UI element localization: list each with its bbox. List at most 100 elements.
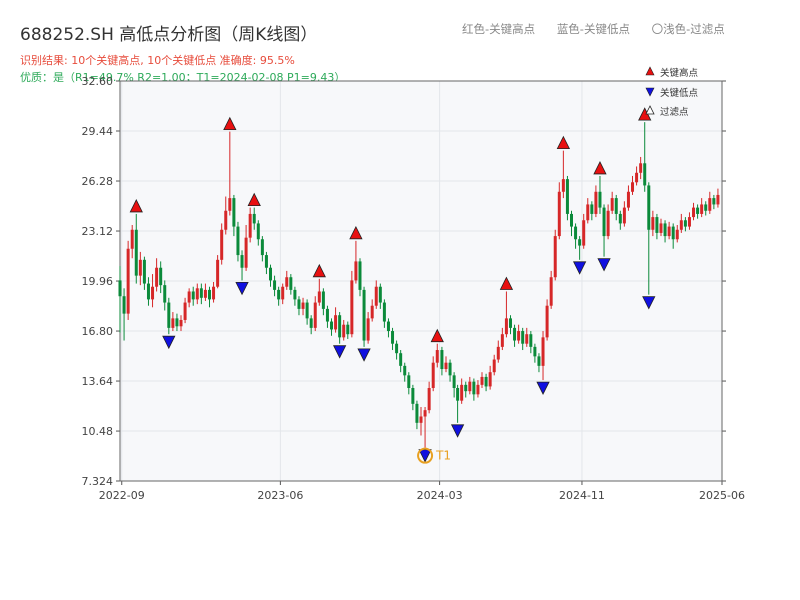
candle-body (614, 198, 618, 214)
key-low-marker (642, 296, 656, 310)
candle-body (602, 207, 606, 237)
candle-body (712, 198, 716, 205)
candle-body (203, 289, 207, 298)
candle-body (557, 191, 561, 237)
candle-body (517, 331, 521, 341)
candle-body (179, 319, 183, 327)
candle-body (500, 334, 504, 347)
candle-body (541, 337, 545, 366)
candle-body (366, 318, 370, 341)
y-tick-label: 29.44 (82, 125, 114, 138)
recognition-result: 识别结果: 10个关键高点, 10个关键低点 准确度: 95.5% (20, 54, 295, 67)
candle-body (671, 226, 675, 240)
candle-body (301, 302, 305, 309)
legend-label: 过滤点 (660, 106, 689, 118)
key-low-marker (162, 335, 176, 350)
candle-body (655, 217, 659, 233)
y-tick-label: 32.60 (82, 75, 114, 88)
candle-body (582, 220, 586, 246)
candle-body (273, 280, 277, 290)
candle-body (529, 334, 533, 347)
candle-body (126, 248, 130, 314)
candle-body (679, 220, 683, 230)
candle-body (256, 223, 260, 240)
legend-low-marker (645, 87, 655, 97)
candle-body (321, 291, 325, 309)
candle-body (594, 191, 598, 214)
candle-body (468, 381, 472, 392)
candle-body (549, 277, 553, 306)
legend-high-marker (645, 66, 655, 76)
legend-text-high: 红色-关键高点 (462, 22, 536, 36)
candle-body (354, 261, 358, 281)
candle-body (171, 318, 175, 328)
candle-body (399, 353, 403, 366)
candle-body (187, 291, 191, 303)
key-high-marker (349, 225, 363, 240)
candle-body (232, 198, 236, 227)
candle-body (325, 308, 329, 322)
candle-body (386, 321, 390, 332)
candle-body (590, 204, 594, 214)
candle-body (488, 372, 492, 387)
candle-body (313, 302, 317, 328)
y-tick-label: 23.12 (82, 225, 114, 238)
key-low-marker (357, 348, 371, 362)
candle-body (464, 384, 468, 392)
candle-body (561, 179, 565, 192)
candle-body (631, 182, 635, 192)
candle-body (460, 384, 464, 401)
key-high-marker (223, 116, 237, 131)
candle-body (716, 194, 720, 205)
candle-body (252, 213, 256, 224)
candle-body (431, 362, 435, 389)
t1-label: T1 (435, 449, 451, 463)
y-tick-label: 26.28 (82, 175, 114, 188)
candle-body (659, 223, 663, 233)
candle-body (403, 365, 407, 376)
legend-text-filtered: 〇浅色-过滤点 (651, 22, 725, 36)
x-tick-label: 2025-06 (699, 489, 745, 502)
candle-body (138, 259, 142, 276)
candle-body (484, 376, 488, 387)
candle-body (374, 286, 378, 306)
candle-body (269, 267, 272, 281)
candle-body (598, 191, 602, 208)
legend-label: 关键高点 (660, 67, 699, 79)
key-high-marker (247, 192, 261, 207)
candle-body (513, 327, 517, 341)
candle-body (427, 388, 431, 411)
candle-body (289, 277, 293, 290)
candle-body (700, 204, 704, 214)
candle-body (281, 286, 285, 300)
candle-body (626, 191, 630, 208)
candle-body (521, 331, 525, 344)
candle-body (378, 286, 382, 303)
key-high-marker (593, 161, 607, 175)
candle-body (533, 346, 537, 357)
candle-body (146, 283, 150, 300)
key-low-marker (572, 261, 587, 275)
candle-body (285, 277, 289, 287)
top-legend: 红色-关键高点 蓝色-关键低点 〇浅色-过滤点 (462, 21, 743, 37)
candle-body (248, 213, 252, 238)
y-tick-label: 16.80 (82, 325, 114, 338)
candle-body (346, 324, 350, 335)
candle-body (228, 198, 232, 211)
candle-body (440, 350, 444, 370)
candle-body (224, 210, 228, 230)
candle-body (565, 179, 569, 214)
key-low-marker (536, 381, 550, 395)
key-low-marker (597, 258, 611, 272)
candle-body (570, 213, 573, 227)
candle-body (309, 318, 313, 328)
candle-body (175, 318, 179, 327)
candle-body (675, 229, 679, 240)
candle-body (395, 343, 399, 354)
chart-title: 688252.SH 高低点分析图（周K线图） (20, 25, 318, 45)
candle-body (358, 261, 362, 290)
candle-body (643, 163, 647, 186)
key-high-marker (556, 135, 571, 150)
candle-body (264, 255, 268, 268)
candle-body (411, 388, 415, 404)
